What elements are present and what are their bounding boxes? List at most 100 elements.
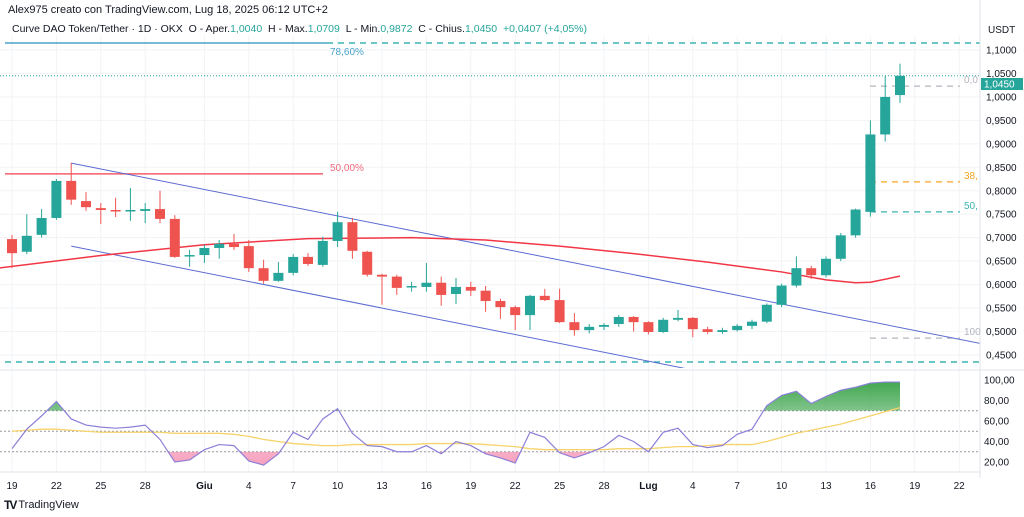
fib-level-label: 50,: [964, 201, 978, 212]
candle: [702, 326, 713, 334]
candle-body: [303, 256, 313, 264]
price-tick-label: 0,7000: [986, 233, 1017, 244]
close-value: 1,0450: [464, 23, 498, 35]
candle: [613, 315, 624, 327]
candle-body: [613, 316, 624, 325]
candle: [525, 294, 535, 331]
candle: [66, 163, 77, 205]
low-value: 0,9872: [380, 23, 413, 35]
candle: [510, 305, 521, 331]
candle-body: [169, 218, 180, 257]
candle-body: [732, 325, 743, 331]
candle-body: [628, 316, 639, 323]
chart-credit: Alex975 creato con TradingView.com, Lug …: [8, 4, 328, 16]
open-label: O - Aper.: [188, 23, 231, 35]
candle-body: [214, 243, 225, 249]
high-value: 1,0709: [307, 23, 340, 35]
candle: [332, 211, 343, 248]
price-tick-label: 1,0000: [986, 92, 1017, 103]
price-tick-label: 0,9500: [986, 116, 1017, 127]
candle: [95, 202, 106, 225]
candle-body: [717, 330, 728, 332]
candle: [214, 240, 225, 259]
fib-level-label: 38,: [964, 171, 978, 182]
candle: [81, 192, 91, 211]
rsi-tick-label: 60,00: [984, 417, 1009, 428]
last-price-tag-text: 1,0450: [984, 80, 1015, 91]
price-tick-label: 0,6000: [986, 280, 1017, 291]
rsi-overbought-fill: [12, 382, 900, 411]
candle: [480, 286, 491, 312]
candle-body: [140, 209, 151, 211]
candle-body: [347, 222, 358, 251]
candle: [658, 317, 669, 333]
candle: [451, 278, 461, 304]
candle: [821, 256, 831, 278]
time-tick-label: 10: [332, 481, 344, 492]
candle-body: [525, 295, 535, 316]
time-tick-label: 10: [776, 481, 788, 492]
rsi-tick-label: 20,00: [984, 458, 1009, 469]
last-price-tag: 1,0450: [981, 78, 1023, 91]
time-tick-label: 4: [690, 481, 696, 492]
candle: [155, 190, 165, 224]
candle: [36, 209, 47, 238]
symbol-name[interactable]: Curve DAO Token/Tether · 1D · OKX: [12, 23, 183, 35]
fib-level-label: 100: [964, 327, 981, 338]
candle-body: [273, 272, 284, 281]
candle-body: [673, 317, 683, 320]
candle: [199, 244, 210, 264]
candle-body: [229, 243, 239, 248]
candle-body: [406, 286, 417, 288]
rsi-line: [11, 381, 900, 466]
candle-body: [761, 304, 772, 322]
candle-body: [243, 246, 254, 269]
price-tick-label: 0,4500: [986, 350, 1017, 361]
candle-body: [569, 322, 580, 331]
candle-body: [7, 239, 17, 254]
candle: [554, 288, 565, 324]
candle-body: [95, 208, 106, 210]
price-tick-label: 0,6500: [986, 257, 1017, 268]
tradingview-logo-icon: TV: [4, 498, 17, 512]
candle-body: [258, 268, 269, 281]
candle: [406, 281, 417, 292]
price-tick-label: 0,8500: [986, 163, 1017, 174]
low-label: L - Min.: [345, 23, 381, 35]
price-tick-label: 0,5500: [986, 304, 1017, 315]
time-tick-label: 19: [909, 481, 921, 492]
candle-body: [599, 324, 609, 327]
time-tick-label: 25: [554, 481, 566, 492]
candle-body: [36, 217, 47, 235]
candle: [229, 233, 239, 250]
candle-body: [480, 290, 491, 302]
candle: [288, 254, 299, 276]
candle: [687, 316, 698, 338]
candle: [895, 63, 905, 103]
candle: [21, 214, 32, 255]
channel-lower-line: [71, 245, 686, 368]
time-tick-label: 16: [421, 481, 433, 492]
fib-50-label: 50,00%: [330, 163, 364, 174]
candle: [184, 249, 195, 267]
rsi-ma-line: [11, 407, 901, 451]
candle: [776, 283, 787, 308]
candle: [761, 303, 772, 324]
candle: [569, 313, 580, 336]
candle: [732, 324, 743, 332]
candle-body: [465, 286, 476, 291]
candle-body: [362, 251, 373, 275]
candle: [169, 215, 180, 258]
candle: [806, 265, 817, 279]
close-label: C - Chius.: [418, 23, 465, 35]
candle-body: [821, 258, 831, 276]
currency-label: USDT: [988, 25, 1015, 36]
fib-level-label: 0,0: [964, 75, 978, 86]
candle: [717, 327, 728, 334]
candle-body: [584, 326, 595, 331]
time-tick-label: 22: [954, 481, 966, 492]
moving-average-line: [0, 236, 901, 284]
time-tick-label: Lug: [639, 481, 657, 492]
candle: [539, 288, 550, 302]
